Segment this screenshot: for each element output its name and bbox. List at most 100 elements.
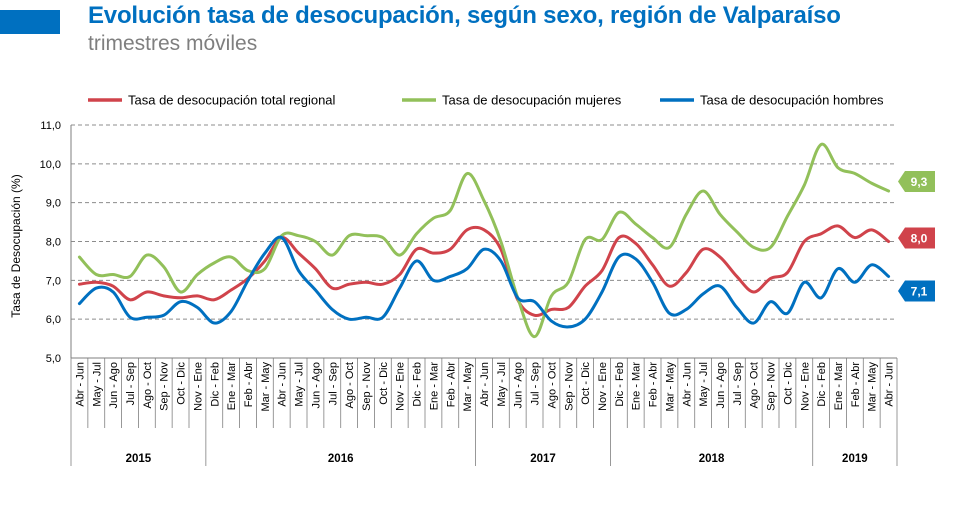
data-point <box>583 238 587 241</box>
data-point <box>213 321 216 325</box>
y-tick-label: 10,0 <box>40 159 61 171</box>
x-category-label: May - Jul <box>496 362 508 407</box>
data-point <box>617 236 621 239</box>
data-point <box>685 271 688 274</box>
data-point <box>111 290 115 294</box>
x-category-label: Jun - Ago <box>310 362 322 408</box>
x-category-label: Ago - Oct <box>749 362 761 408</box>
data-point <box>364 316 368 319</box>
end-label-value: 8,0 <box>911 232 928 246</box>
data-point <box>583 284 587 288</box>
data-point <box>263 259 267 263</box>
x-category-label: Dic - Feb <box>209 362 221 407</box>
data-point <box>297 234 300 237</box>
data-point <box>297 251 300 255</box>
x-category-label: Jul - Sep <box>327 362 339 405</box>
x-category-label: May - Jul <box>698 362 710 407</box>
x-category-label: Abr - Jun <box>681 362 693 407</box>
data-point <box>887 189 890 193</box>
x-category-label: Ago - Oct <box>344 362 356 408</box>
legend-item: Tasa de desocupación total regional <box>88 93 336 108</box>
data-point <box>634 257 637 261</box>
data-point <box>499 259 503 263</box>
data-point <box>314 267 317 270</box>
x-category-label: Abr - Jun <box>277 362 289 407</box>
data-point <box>347 283 351 286</box>
data-point <box>803 240 806 243</box>
data-point <box>196 306 199 309</box>
data-point <box>718 213 722 216</box>
end-label-shape <box>898 227 935 249</box>
data-point <box>600 238 604 241</box>
legend-item: Tasa de desocupación mujeres <box>402 93 622 108</box>
data-point <box>465 267 469 270</box>
end-label-badge: 9,3 <box>898 171 935 193</box>
data-point <box>701 248 705 251</box>
legend-label: Tasa de desocupación mujeres <box>442 93 622 108</box>
data-point <box>314 288 317 292</box>
data-point <box>870 182 873 185</box>
data-point <box>145 316 149 319</box>
data-point <box>634 222 637 226</box>
data-point <box>95 286 98 290</box>
data-point <box>95 273 98 276</box>
data-point <box>567 281 570 284</box>
data-point <box>263 267 267 270</box>
data-point <box>516 296 519 300</box>
data-point <box>752 321 755 325</box>
data-point <box>331 286 334 290</box>
data-point <box>381 283 385 286</box>
data-point <box>735 306 739 309</box>
x-category-label: Jun - Ago <box>715 362 727 408</box>
data-point <box>836 224 840 228</box>
data-point <box>331 308 334 311</box>
end-label-badge: 8,0 <box>898 227 935 249</box>
data-point <box>213 298 216 301</box>
data-point <box>735 230 739 233</box>
data-point <box>229 310 233 313</box>
data-point <box>398 286 401 290</box>
data-point <box>381 316 385 319</box>
x-category-label: Feb - Abr <box>648 362 660 408</box>
data-point <box>752 246 755 249</box>
x-category-label: Jun - Ago <box>108 362 120 408</box>
data-point <box>162 294 165 298</box>
data-point <box>870 228 873 232</box>
data-point <box>752 290 755 294</box>
x-category-label: Oct - Dic <box>378 362 390 405</box>
x-category-label: Jun - Ago <box>513 362 525 408</box>
x-category-label: Sep - Nov <box>361 362 373 411</box>
data-point <box>364 234 368 237</box>
year-label: 2015 <box>126 453 152 465</box>
end-labels: 8,0 9,3 7,1 <box>898 171 935 302</box>
x-category-label: Nov - Ene <box>597 362 609 411</box>
data-point <box>567 306 570 309</box>
data-point <box>499 248 503 251</box>
data-point <box>803 281 806 284</box>
x-category-label: Feb - Abr <box>850 362 862 408</box>
year-label: 2019 <box>842 453 868 465</box>
data-point <box>246 279 250 282</box>
end-label-value: 7,1 <box>911 284 928 298</box>
data-point <box>314 240 317 243</box>
year-label: 2016 <box>328 453 354 465</box>
x-category-label: Oct - Dic <box>782 362 794 405</box>
data-point <box>887 240 890 243</box>
data-point <box>819 143 823 146</box>
chart-subtitle: trimestres móviles <box>88 32 258 55</box>
axes: 5,0 6,0 7,0 8,0 9,0 10,0 11,0 Abr - Jun May - Ju… <box>40 120 898 466</box>
legend-label: Tasa de desocupación total regional <box>128 93 336 108</box>
y-tick-label: 8,0 <box>46 237 61 249</box>
x-category-label: Nov - Ene <box>799 362 811 411</box>
data-point <box>465 228 469 232</box>
x-category-label: Mar - May <box>867 362 879 412</box>
y-tick-label: 7,0 <box>46 275 61 287</box>
data-point <box>78 255 81 259</box>
data-point <box>819 232 823 235</box>
data-point <box>78 283 81 286</box>
data-point <box>718 284 722 288</box>
legend: Tasa de desocupación total regional Tasa … <box>88 93 884 108</box>
data-point <box>651 281 654 284</box>
data-point <box>449 209 452 212</box>
